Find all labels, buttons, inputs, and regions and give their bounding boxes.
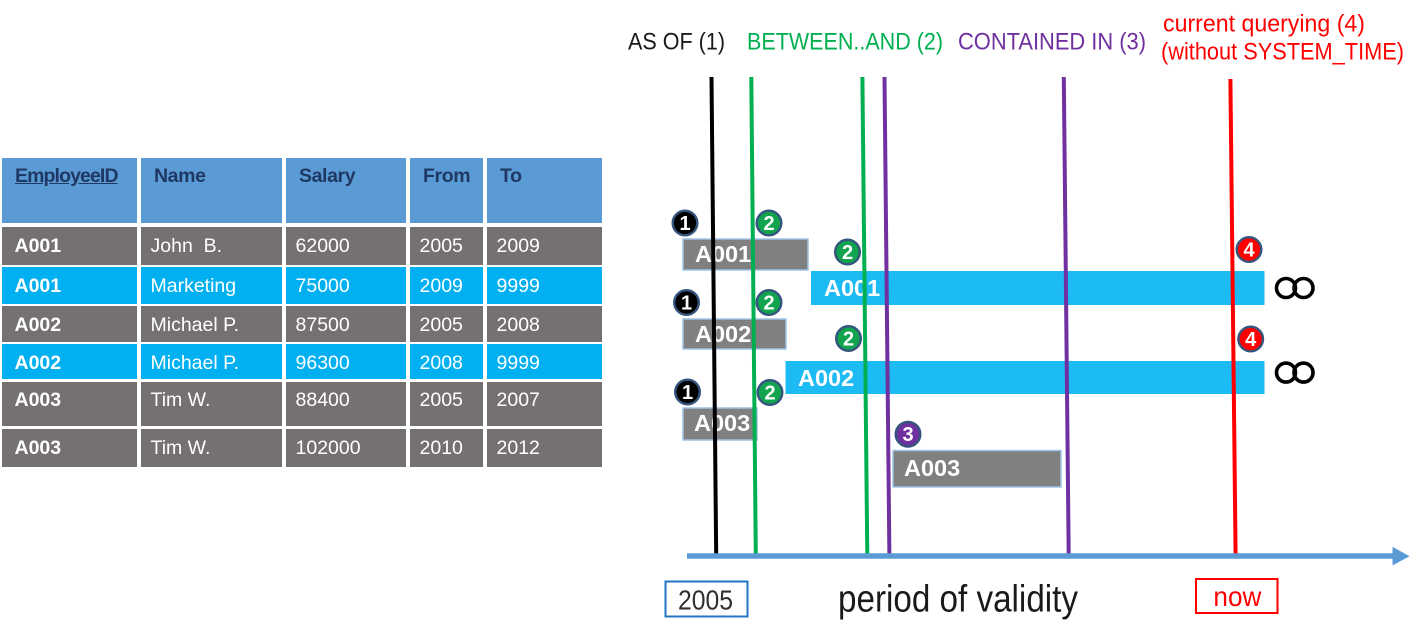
svg-text:1: 1 <box>679 213 690 235</box>
svg-text:AS OF (1): AS OF (1) <box>628 29 725 56</box>
svg-text:A001: A001 <box>824 275 880 301</box>
svg-text:3: 3 <box>902 424 913 446</box>
svg-text:1: 1 <box>682 382 693 404</box>
svg-text:CONTAINED IN (3): CONTAINED IN (3) <box>958 29 1146 56</box>
svg-text:A002: A002 <box>695 321 751 347</box>
svg-text:now: now <box>1213 581 1261 612</box>
svg-text:A002: A002 <box>798 365 854 391</box>
svg-text:2: 2 <box>843 329 854 351</box>
svg-text:4: 4 <box>1243 240 1255 262</box>
svg-text:current querying (4): current querying (4) <box>1163 11 1365 38</box>
svg-text:(without SYSTEM_TIME): (without SYSTEM_TIME) <box>1161 39 1404 66</box>
svg-text:2: 2 <box>842 242 853 264</box>
svg-text:A001: A001 <box>695 241 751 267</box>
svg-text:4: 4 <box>1245 329 1257 351</box>
svg-text:2: 2 <box>763 293 774 315</box>
svg-text:2005: 2005 <box>678 585 733 616</box>
svg-text:2: 2 <box>764 383 775 405</box>
svg-text:BETWEEN..AND (2): BETWEEN..AND (2) <box>747 29 943 56</box>
svg-text:period of validity: period of validity <box>838 579 1078 621</box>
svg-text:A003: A003 <box>904 455 960 481</box>
svg-text:A003: A003 <box>694 410 750 436</box>
svg-text:1: 1 <box>681 293 692 315</box>
svg-text:2: 2 <box>763 213 774 235</box>
